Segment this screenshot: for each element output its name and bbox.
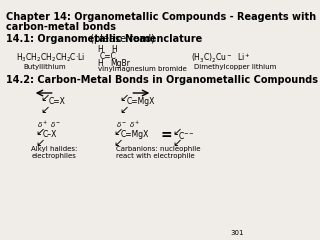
Text: (H$_3$C)$_2$Cu$^-$  Li$^+$: (H$_3$C)$_2$Cu$^-$ Li$^+$: [191, 52, 251, 65]
Text: H: H: [98, 45, 103, 54]
Text: H: H: [112, 45, 117, 54]
Text: $\swarrow$: $\swarrow$: [38, 104, 51, 115]
Text: H: H: [98, 59, 103, 68]
Text: (please read): (please read): [87, 34, 155, 44]
Text: 301: 301: [230, 230, 244, 236]
Text: $\delta^-$ $\delta^+$: $\delta^-$ $\delta^+$: [116, 120, 140, 130]
Text: Alkyl halides:
electrophiles: Alkyl halides: electrophiles: [31, 146, 78, 159]
Text: C=X: C=X: [48, 97, 65, 106]
Text: $\swarrow$: $\swarrow$: [33, 137, 45, 148]
Text: Butyllithium: Butyllithium: [23, 64, 66, 70]
Text: carbon-metal bonds: carbon-metal bonds: [6, 22, 116, 32]
Text: $\delta^+$ $\delta^-$: $\delta^+$ $\delta^-$: [37, 120, 62, 130]
Text: $\swarrow$: $\swarrow$: [33, 126, 45, 137]
Text: $\swarrow$: $\swarrow$: [116, 104, 129, 115]
Text: C=MgX: C=MgX: [126, 97, 155, 106]
Text: C=C: C=C: [99, 52, 116, 61]
Text: $\swarrow$: $\swarrow$: [170, 137, 182, 148]
Text: C–X: C–X: [42, 130, 57, 139]
Text: $\swarrow$: $\swarrow$: [111, 137, 123, 148]
Text: Chapter 14: Organometallic Compounds - Reagents with: Chapter 14: Organometallic Compounds - R…: [6, 12, 316, 22]
Text: =: =: [160, 128, 172, 142]
Text: vinylmagnesium bromide: vinylmagnesium bromide: [98, 66, 186, 72]
Text: H$_3$CH$_2$CH$_2$CH$_2$C·Li: H$_3$CH$_2$CH$_2$CH$_2$C·Li: [16, 52, 85, 65]
Text: C=MgX: C=MgX: [120, 130, 148, 139]
Text: Carbanions: nucleophile
react with electrophile: Carbanions: nucleophile react with elect…: [116, 146, 200, 159]
Text: $\swarrow$: $\swarrow$: [116, 92, 129, 103]
Text: MgBr: MgBr: [110, 59, 130, 68]
Text: Dimethylcopper lithium: Dimethylcopper lithium: [194, 64, 276, 70]
Text: $\swarrow$: $\swarrow$: [111, 126, 123, 137]
Text: $\swarrow$: $\swarrow$: [38, 92, 51, 103]
Text: $\swarrow$: $\swarrow$: [170, 126, 182, 137]
Text: 14.2: Carbon-Metal Bonds in Organometallic Compounds: 14.2: Carbon-Metal Bonds in Organometall…: [6, 75, 318, 85]
Text: C$^{--}$: C$^{--}$: [178, 130, 195, 141]
Text: 14.1: Organometallic Nomenclature: 14.1: Organometallic Nomenclature: [6, 34, 203, 44]
